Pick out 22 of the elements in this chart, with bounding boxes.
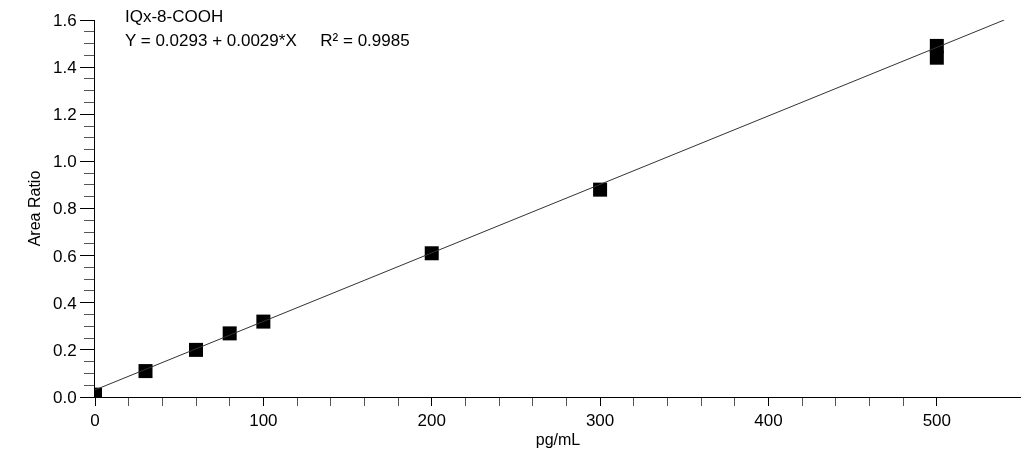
y-tick-label: 1.6	[52, 10, 77, 30]
y-tick-label: 1.4	[52, 58, 77, 78]
y-tick-label: 0.8	[52, 199, 77, 219]
point	[593, 182, 608, 197]
y-axis-title: Area Ratio	[25, 170, 43, 247]
x-tick-label: 200	[417, 411, 446, 431]
point	[256, 314, 271, 329]
y-tick-label: 0.4	[52, 293, 77, 313]
x-tick-label: 500	[922, 411, 952, 431]
y-tick-label: 0.2	[52, 340, 77, 360]
y-tick-label: 0.6	[52, 246, 77, 266]
x-tick-label: 100	[249, 411, 278, 431]
point	[222, 326, 237, 341]
y-tick-label: 0.0	[52, 387, 77, 407]
x-tick-label: 0	[90, 411, 100, 431]
x-tick-label: 300	[585, 411, 615, 431]
x-tick-label: 400	[754, 411, 783, 431]
x-axis-title: pg/mL	[535, 431, 581, 449]
annotation: IQx-8-COOH	[125, 7, 224, 26]
annotation: Y = 0.0293 + 0.0029*X R² = 0.9985	[125, 31, 410, 50]
y-tick-label: 1.2	[52, 105, 77, 125]
y-tick-label: 1.0	[52, 152, 77, 172]
